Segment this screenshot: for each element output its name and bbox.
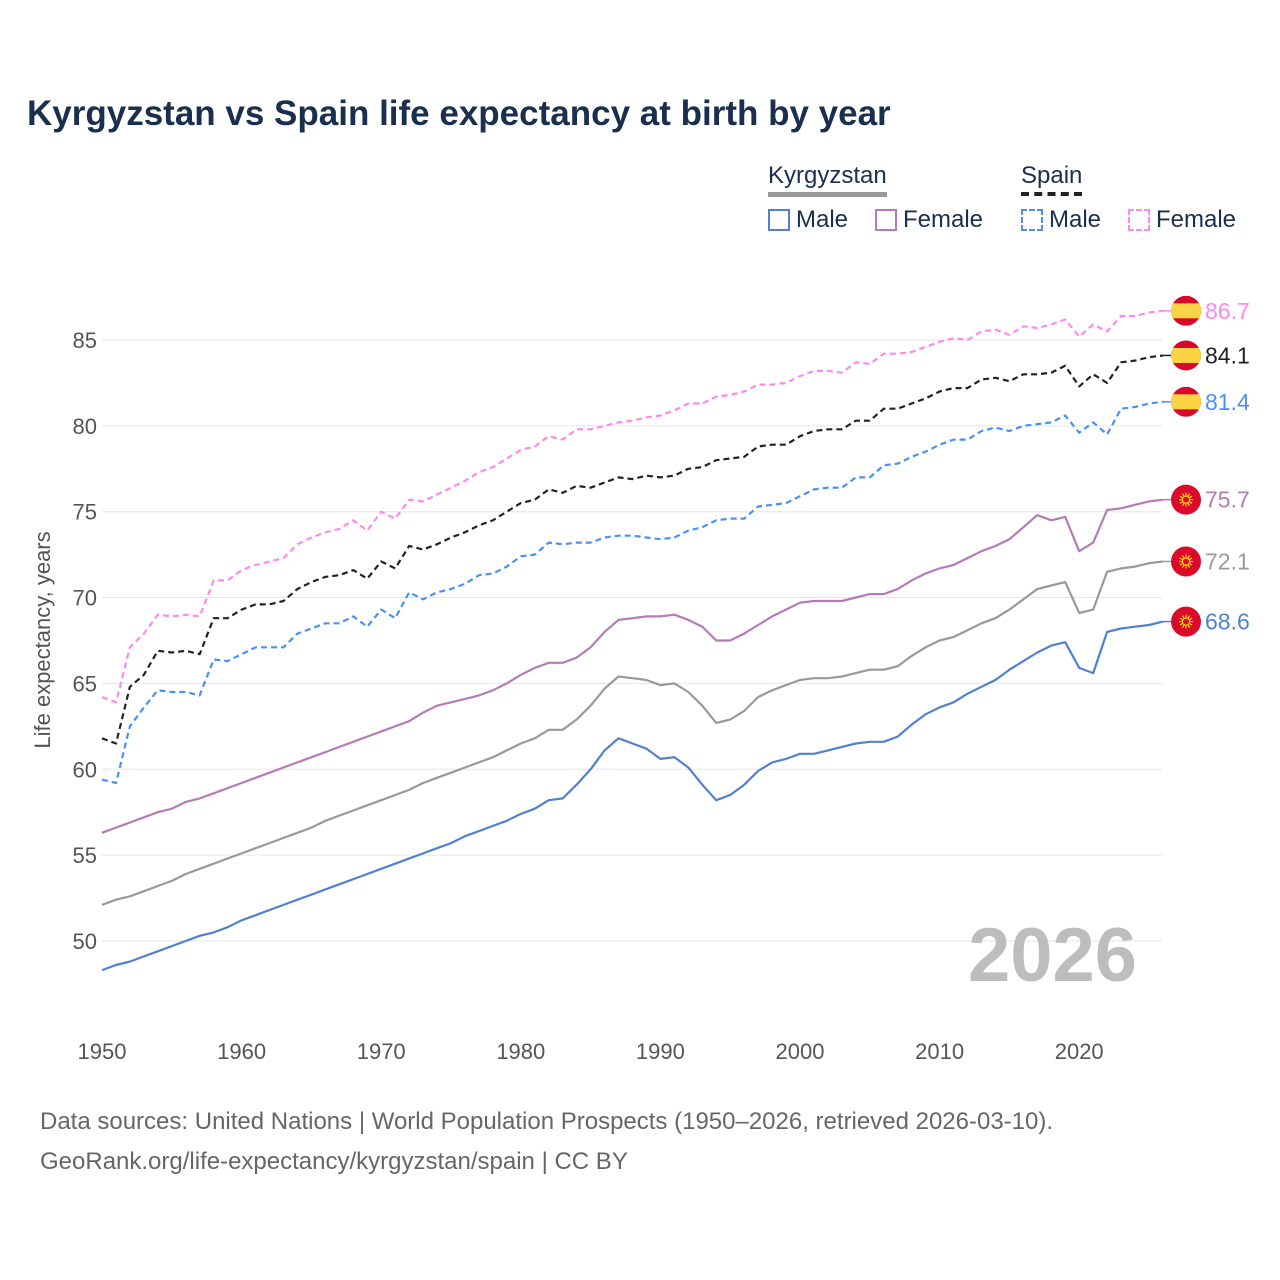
year-watermark: 2026 <box>968 913 1138 998</box>
legend-label: Male <box>796 206 849 233</box>
x-tick-label: 1980 <box>496 1039 545 1064</box>
legend-kyrgyzstan-header: Kyrgyzstan <box>768 162 887 197</box>
kyrgyzstan-flag-icon <box>1171 484 1201 515</box>
x-tick-label: 1970 <box>357 1039 406 1064</box>
y-axis-ticks: 50 55 60 65 70 75 80 85 <box>73 328 97 954</box>
source-text: Data sources: United Nations | World Pop… <box>40 1108 1054 1135</box>
x-tick-label: 2010 <box>915 1039 964 1064</box>
y-tick-label: 65 <box>73 671 97 696</box>
end-value-label: 86.7 <box>1205 298 1250 324</box>
x-tick-label: 2020 <box>1055 1039 1104 1064</box>
x-tick-label: 1950 <box>78 1039 127 1064</box>
x-tick-label: 2000 <box>776 1039 825 1064</box>
y-tick-label: 55 <box>73 843 97 868</box>
end-labels: 86.7 84.1 81.4 75.7 72.1 68.6 <box>1162 295 1250 637</box>
legend-spain-header: Spain <box>1021 162 1083 196</box>
legend-swatch-icon <box>1021 209 1043 231</box>
end-value-label: 75.7 <box>1205 487 1250 513</box>
y-tick-label: 50 <box>73 929 97 954</box>
legend-swatch-icon <box>768 209 790 231</box>
legend-spain-male[interactable]: Male <box>1021 206 1101 234</box>
spain-flag-icon <box>1171 386 1201 417</box>
x-tick-label: 1960 <box>217 1039 266 1064</box>
y-tick-label: 80 <box>73 414 97 439</box>
legend-label: Female <box>903 206 984 233</box>
legend-label: Female <box>1156 206 1237 233</box>
legend-swatch-icon <box>1128 209 1150 231</box>
legend: Kyrgyzstan Male Female Spain Male Female <box>768 162 1248 242</box>
spain-flag-icon <box>1171 340 1201 371</box>
legend-spain-female[interactable]: Female <box>1128 206 1236 234</box>
y-axis-label: Life expectancy, years <box>30 531 55 748</box>
end-value-label: 68.6 <box>1205 609 1250 635</box>
legend-swatch-icon <box>875 209 897 231</box>
legend-kyrgyzstan-male[interactable]: Male <box>768 206 848 234</box>
chart-title: Kyrgyzstan vs Spain life expectancy at b… <box>27 94 891 133</box>
source-link[interactable]: GeoRank.org/life-expectancy/kyrgyzstan/s… <box>40 1148 628 1175</box>
series-line-kyrgyzstan-male <box>101 620 1164 972</box>
series-line-kyrgyzstan <box>101 560 1164 906</box>
x-axis-ticks: 1950 1960 1970 1980 1990 2000 2010 2020 <box>78 1039 1104 1064</box>
y-tick-label: 85 <box>73 328 97 353</box>
spain-flag-icon <box>1171 295 1201 326</box>
grid-lines <box>102 339 1162 942</box>
end-value-label: 84.1 <box>1205 342 1250 368</box>
series-line-spain <box>101 354 1164 745</box>
series-line-spain-female <box>101 309 1164 704</box>
y-tick-label: 70 <box>73 586 97 611</box>
y-tick-label: 75 <box>73 500 97 525</box>
x-tick-label: 1990 <box>636 1039 685 1064</box>
legend-label: Male <box>1049 206 1102 233</box>
series-line-kyrgyzstan-female <box>101 498 1164 834</box>
series-line-spain-male <box>101 400 1164 785</box>
kyrgyzstan-flag-icon <box>1171 546 1201 577</box>
series-lines <box>101 309 1164 972</box>
y-tick-label: 60 <box>73 757 97 782</box>
end-value-label: 72.1 <box>1205 548 1250 574</box>
legend-kyrgyzstan-female[interactable]: Female <box>875 206 983 234</box>
kyrgyzstan-flag-icon <box>1171 606 1201 637</box>
end-value-label: 81.4 <box>1205 389 1250 415</box>
